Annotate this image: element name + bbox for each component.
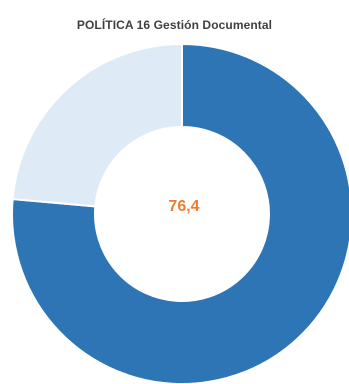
chart-title: POLÍTICA 16 Gestión Documental <box>76 18 273 32</box>
center-value-label: 76,4 <box>168 198 200 215</box>
donut-slice-2 <box>11 42 183 208</box>
donut-slice-1 <box>11 42 349 384</box>
